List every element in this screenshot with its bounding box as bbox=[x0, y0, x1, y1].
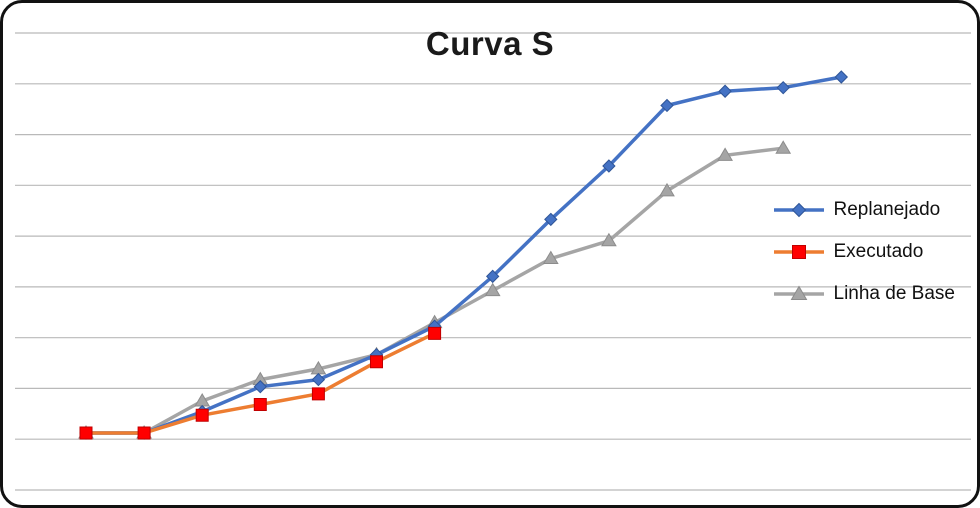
legend-key-executado-icon bbox=[773, 245, 824, 259]
legend-label-linha-de-base: Linha de Base bbox=[833, 283, 956, 304]
legend-key-replanejado-icon bbox=[773, 202, 824, 218]
legend-label-replanejado: Replanejado bbox=[833, 199, 941, 220]
legend-label-executado: Executado bbox=[833, 241, 924, 262]
chart-legend: Replanejado Executado Linha de Base bbox=[772, 199, 956, 305]
chart-plot bbox=[15, 32, 971, 491]
legend-item-replanejado: Replanejado bbox=[772, 199, 956, 221]
legend-item-linha-de-base: Linha de Base bbox=[772, 283, 956, 305]
legend-key-linha-de-base-icon bbox=[773, 285, 824, 300]
legend-item-executado: Executado bbox=[772, 241, 956, 263]
